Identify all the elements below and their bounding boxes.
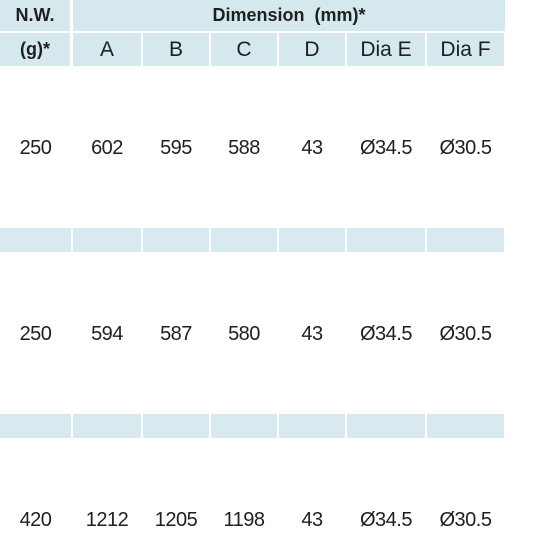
table-cell: Ø34.5 — [360, 136, 412, 159]
row-separator — [347, 228, 425, 252]
table-cell: 580 — [228, 322, 260, 345]
dimension-header: Dimension (mm)* — [73, 0, 505, 31]
table-cell: 587 — [160, 322, 192, 345]
row-separator — [279, 414, 345, 438]
row-separator — [73, 228, 141, 252]
table-cell: Ø30.5 — [439, 322, 492, 345]
row-separator — [427, 228, 504, 252]
table-cell: 602 — [91, 136, 123, 159]
table-cell: Ø30.5 — [439, 136, 492, 159]
row-separator — [73, 414, 141, 438]
weight-unit: (g)* — [0, 33, 70, 66]
table-cell: 43 — [301, 322, 323, 345]
table-cell: Ø30.5 — [439, 508, 492, 531]
table-cell: 1205 — [154, 508, 198, 531]
row-separator — [0, 414, 71, 438]
table-cell: 250 — [19, 136, 52, 159]
row-separator — [143, 228, 209, 252]
column-header: D — [279, 33, 345, 66]
weight-header: N.W. — [0, 0, 70, 31]
column-header: Dia F — [427, 33, 504, 66]
row-separator — [0, 228, 71, 252]
column-header: C — [211, 33, 277, 66]
table-cell: 595 — [160, 136, 192, 159]
table-cell: Ø34.5 — [360, 322, 412, 345]
table-cell: 594 — [91, 322, 123, 345]
table-cell: Ø34.5 — [360, 508, 412, 531]
row-separator — [211, 414, 277, 438]
row-separator — [279, 228, 345, 252]
column-header: A — [73, 33, 141, 66]
table-cell: 420 — [19, 508, 52, 531]
table-cell: 250 — [19, 322, 52, 345]
column-header: Dia E — [347, 33, 425, 66]
row-separator — [143, 414, 209, 438]
table-cell: 588 — [228, 136, 260, 159]
table-cell: 43 — [301, 136, 323, 159]
table-cell: 1212 — [85, 508, 129, 531]
table-cell: 43 — [301, 508, 323, 531]
row-separator — [211, 228, 277, 252]
column-header: B — [143, 33, 209, 66]
table-cell: 1198 — [223, 508, 265, 531]
row-separator — [347, 414, 425, 438]
row-separator — [427, 414, 504, 438]
